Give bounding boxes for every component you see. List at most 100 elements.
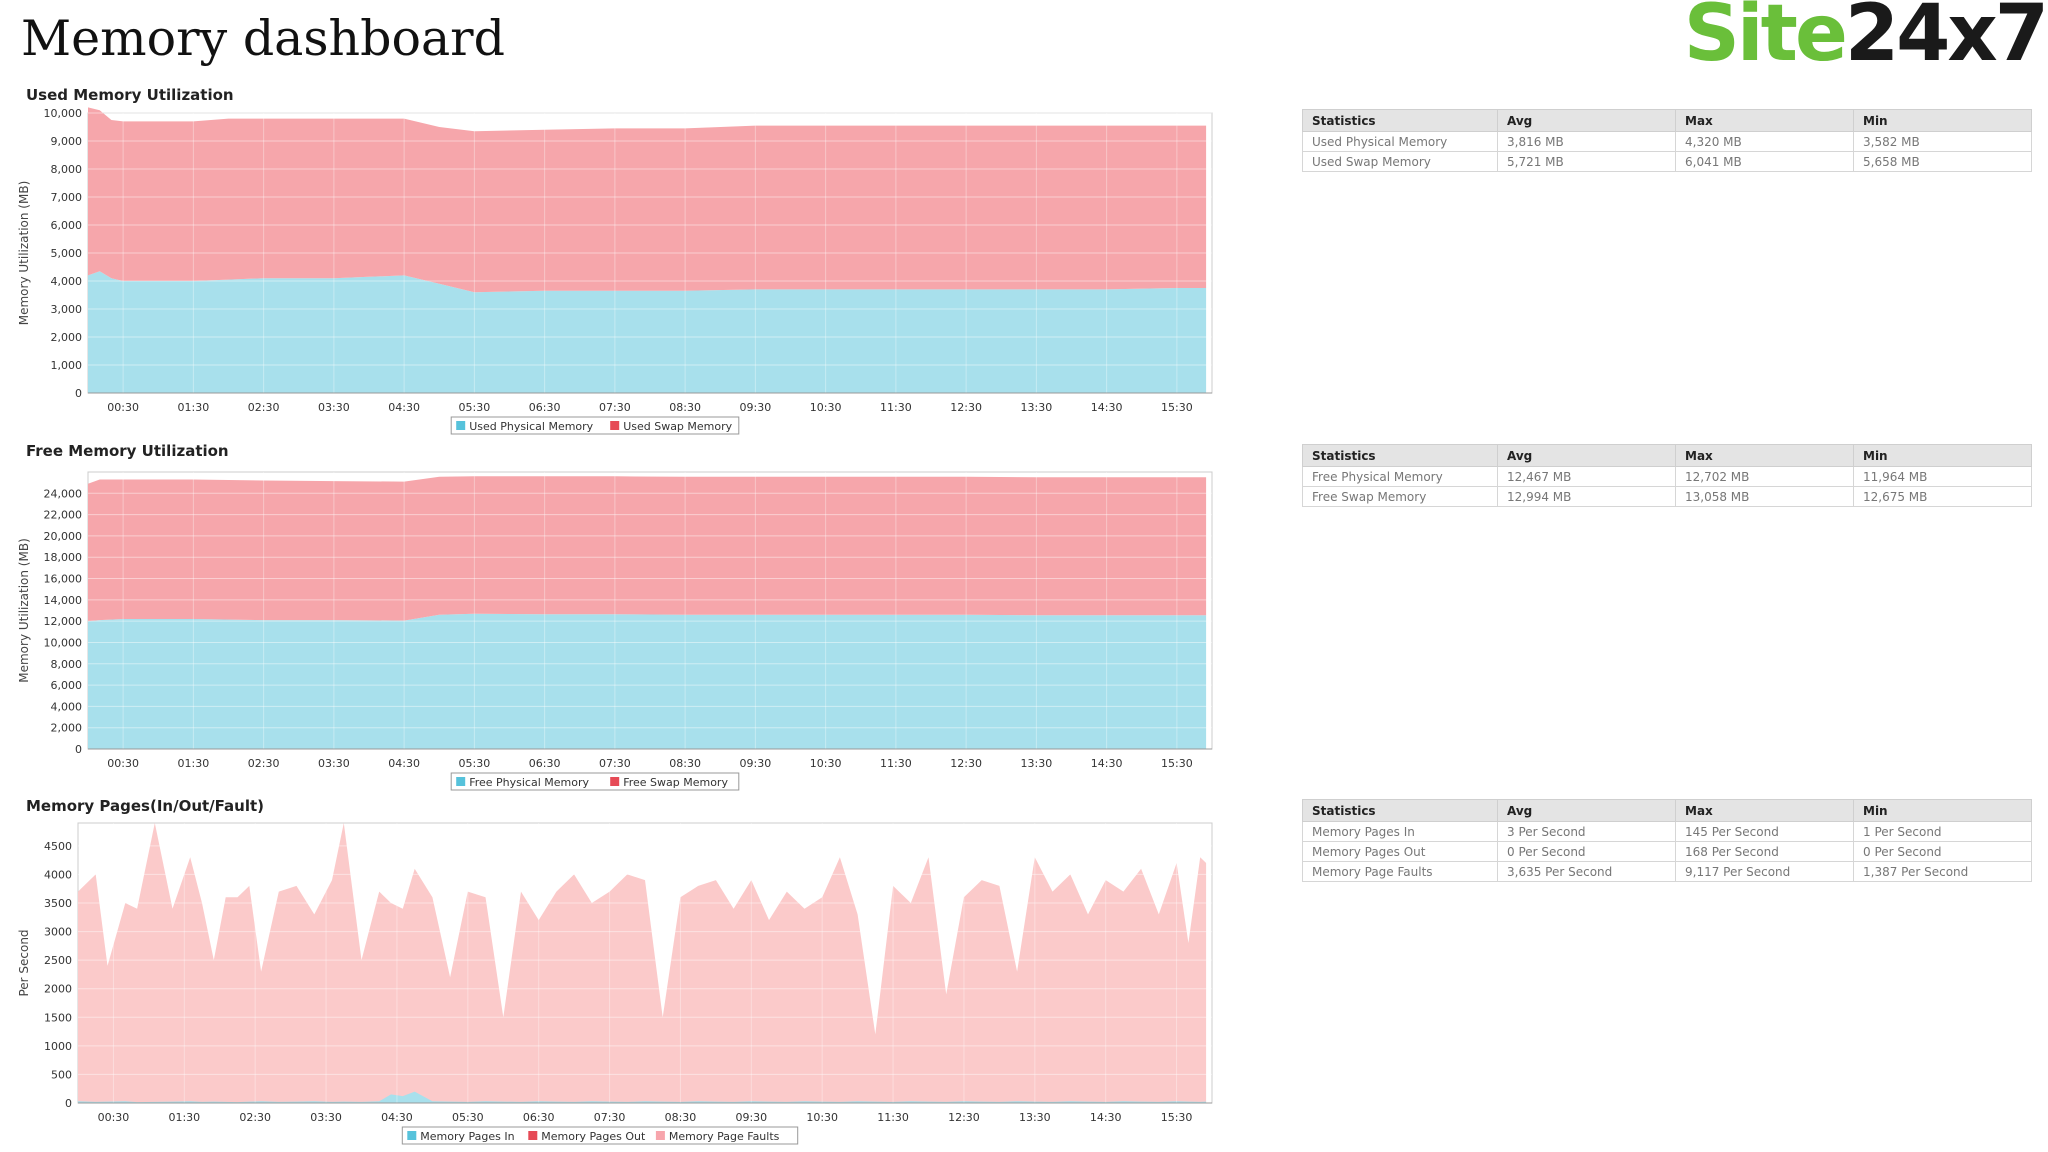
legend-swatch: [407, 1131, 417, 1140]
table-row: Memory Pages Out 0 Per Second 168 Per Se…: [1302, 841, 2032, 862]
stats-cell: Used Physical Memory: [1302, 131, 1498, 152]
x-tick-label: 06:30: [529, 757, 561, 770]
x-tick-label: 07:30: [599, 757, 631, 770]
x-tick-label: 06:30: [523, 1111, 555, 1124]
table-row: Memory Page Faults 3,635 Per Second 9,11…: [1302, 861, 2032, 882]
table-row: Used Physical Memory 3,816 MB 4,320 MB 3…: [1302, 131, 2032, 152]
table-row: Used Swap Memory 5,721 MB 6,041 MB 5,658…: [1302, 151, 2032, 172]
stats-cell: Used Swap Memory: [1302, 151, 1498, 172]
stats-cell: 1,387 Per Second: [1853, 861, 2032, 882]
x-tick-label: 07:30: [594, 1111, 626, 1124]
x-tick-label: 12:30: [950, 401, 982, 414]
stats-col-statistics: Statistics: [1302, 799, 1498, 822]
y-tick-label: 4,000: [51, 700, 83, 713]
stats-cell: 12,467 MB: [1497, 466, 1676, 487]
used-memory-chart: 0 1,000 2,000 3,000 4,000 5,000 6,000 7,000 8,00…: [17, 107, 1213, 435]
y-tick-label: 6,000: [51, 219, 83, 232]
y-tick-label: 12,000: [44, 615, 83, 628]
free-memory-stats-table: Statistics Avg Max Min Free Physical Mem…: [1302, 444, 2032, 507]
stats-cell: Free Swap Memory: [1302, 486, 1498, 507]
legend-label: Free Physical Memory: [469, 776, 589, 789]
legend-swatch: [610, 421, 620, 430]
x-tick-label: 15:30: [1161, 757, 1193, 770]
stats-cell: 13,058 MB: [1675, 486, 1854, 507]
stats-cell: 3,635 Per Second: [1497, 861, 1676, 882]
stats-header-row: Statistics Avg Max Min: [1302, 109, 2032, 132]
y-tick-label: 3500: [44, 897, 72, 910]
legend-label: Memory Pages Out: [541, 1130, 646, 1143]
stats-cell: Free Physical Memory: [1302, 466, 1498, 487]
stats-cell: 4,320 MB: [1675, 131, 1854, 152]
legend-box: [401, 1126, 799, 1145]
stats-cell: 0 Per Second: [1853, 841, 2032, 862]
y-tick-label: 2,000: [51, 331, 83, 344]
x-tick-label: 14:30: [1091, 401, 1123, 414]
stats-col-avg: Avg: [1497, 109, 1676, 132]
free-memory-chart: 0 2,000 4,000 6,000 8,000 10,000 12,000 14,000 1…: [17, 471, 1213, 791]
y-tick-label: 5,000: [51, 247, 83, 260]
x-tick-label: 05:30: [459, 401, 491, 414]
stats-cell: 5,658 MB: [1853, 151, 2032, 172]
x-tick-label: 03:30: [310, 1111, 342, 1124]
series-area-1: [78, 1091, 1207, 1103]
stats-cell: 6,041 MB: [1675, 151, 1854, 172]
x-tick-label: 13:30: [1019, 1111, 1051, 1124]
y-tick-label: 3,000: [51, 303, 83, 316]
series-area-3: [78, 823, 1207, 1103]
y-tick-label: 8,000: [51, 163, 83, 176]
legend-box: [450, 416, 740, 435]
x-tick-label: 13:30: [1021, 757, 1053, 770]
stats-col-statistics: Statistics: [1302, 109, 1498, 132]
stats-cell: 11,964 MB: [1853, 466, 2032, 487]
x-tick-label: 02:30: [248, 401, 280, 414]
x-tick-label: 00:30: [107, 401, 139, 414]
y-tick-label: 4,000: [51, 275, 83, 288]
used-memory-stats-table: Statistics Avg Max Min Used Physical Mem…: [1302, 109, 2032, 172]
x-tick-label: 15:30: [1161, 1111, 1193, 1124]
series-area-1: [88, 613, 1207, 749]
x-tick-label: 02:30: [239, 1111, 271, 1124]
x-tick-label: 01:30: [178, 401, 210, 414]
x-tick-label: 10:30: [810, 401, 842, 414]
x-tick-label: 06:30: [529, 401, 561, 414]
x-tick-label: 04:30: [381, 1111, 413, 1124]
stats-col-max: Max: [1675, 799, 1854, 822]
stats-col-max: Max: [1675, 109, 1854, 132]
y-tick-label: 2000: [44, 983, 72, 996]
x-tick-label: 15:30: [1161, 401, 1193, 414]
legend-label: Memory Pages In: [420, 1130, 514, 1143]
y-tick-label: 4000: [44, 868, 72, 881]
x-tick-label: 11:30: [877, 1111, 909, 1124]
x-tick-label: 09:30: [735, 1111, 767, 1124]
y-tick-label: 500: [51, 1068, 72, 1081]
legend-swatch: [456, 777, 466, 786]
y-tick-label: 7,000: [51, 191, 83, 204]
x-tick-label: 13:30: [1021, 401, 1053, 414]
x-tick-label: 01:30: [168, 1111, 200, 1124]
y-tick-label: 0: [75, 387, 82, 400]
x-tick-label: 11:30: [880, 401, 912, 414]
stats-cell: 0 Per Second: [1497, 841, 1676, 862]
stats-cell: Memory Pages Out: [1302, 841, 1498, 862]
stats-col-avg: Avg: [1497, 444, 1676, 467]
x-tick-label: 02:30: [248, 757, 280, 770]
stats-col-statistics: Statistics: [1302, 444, 1498, 467]
legend-label: Used Physical Memory: [469, 420, 593, 433]
logo-text-24x7: 24x7: [1844, 0, 2048, 79]
x-tick-label: 03:30: [318, 401, 350, 414]
legend-swatch: [655, 1131, 665, 1140]
legend-label: Free Swap Memory: [623, 776, 728, 789]
x-tick-label: 08:30: [669, 757, 701, 770]
memory-pages-chart: 0 500 1000 1500 2000 2500 3000 3500 4000 4500 00:3…: [17, 822, 1213, 1145]
stats-header-row: Statistics Avg Max Min: [1302, 444, 2032, 467]
stats-cell: 9,117 Per Second: [1675, 861, 1854, 882]
y-tick-label: 1500: [44, 1011, 72, 1024]
x-tick-label: 11:30: [880, 757, 912, 770]
y-tick-label: 1000: [44, 1040, 72, 1053]
y-tick-label: 9,000: [51, 135, 83, 148]
stats-cell: 145 Per Second: [1675, 821, 1854, 842]
stats-cell: 12,675 MB: [1853, 486, 2032, 507]
x-tick-label: 05:30: [452, 1111, 484, 1124]
x-tick-label: 01:30: [178, 757, 210, 770]
stats-col-min: Min: [1853, 444, 2032, 467]
